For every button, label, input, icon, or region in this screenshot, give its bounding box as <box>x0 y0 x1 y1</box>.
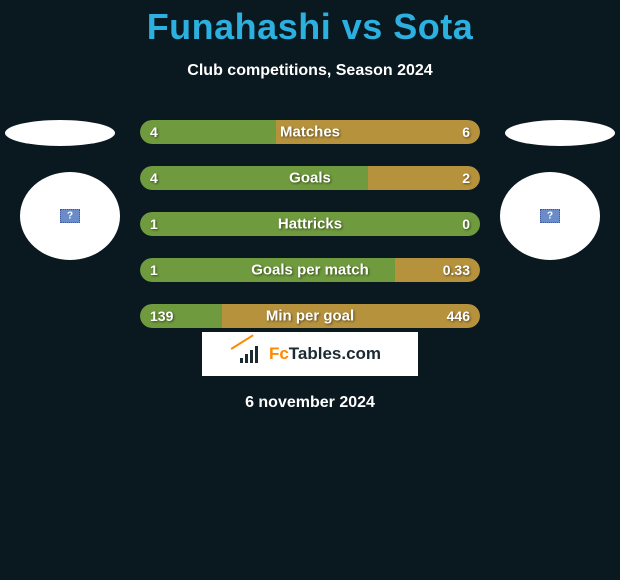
player-right-disc-big <box>500 172 600 260</box>
stat-label: Goals per match <box>140 262 480 279</box>
stat-bar: 46Matches <box>140 120 480 144</box>
subtitle: Club competitions, Season 2024 <box>0 62 620 80</box>
stat-bars: 46Matches 42Goals 10Hattricks 10.33Goals pe… <box>140 120 480 350</box>
stat-bar: 42Goals <box>140 166 480 190</box>
vs-text: vs <box>342 6 383 47</box>
stat-label: Goals <box>140 170 480 187</box>
comparison-title: Funahashi vs Sota <box>0 0 620 48</box>
brand-chart-icon <box>239 345 263 363</box>
player-right-disc-small <box>505 120 615 146</box>
player-left-name: Funahashi <box>147 6 332 47</box>
stat-bar: 10.33Goals per match <box>140 258 480 282</box>
unknown-flag-icon <box>540 209 560 223</box>
stat-label: Min per goal <box>140 308 480 325</box>
unknown-flag-icon <box>60 209 80 223</box>
player-left-disc-big <box>20 172 120 260</box>
player-right-name: Sota <box>393 6 473 47</box>
date-text: 6 november 2024 <box>0 394 620 412</box>
stat-bar: 10Hattricks <box>140 212 480 236</box>
player-left-disc-small <box>5 120 115 146</box>
stat-label: Matches <box>140 124 480 141</box>
stat-bar: 139446Min per goal <box>140 304 480 328</box>
stat-label: Hattricks <box>140 216 480 233</box>
